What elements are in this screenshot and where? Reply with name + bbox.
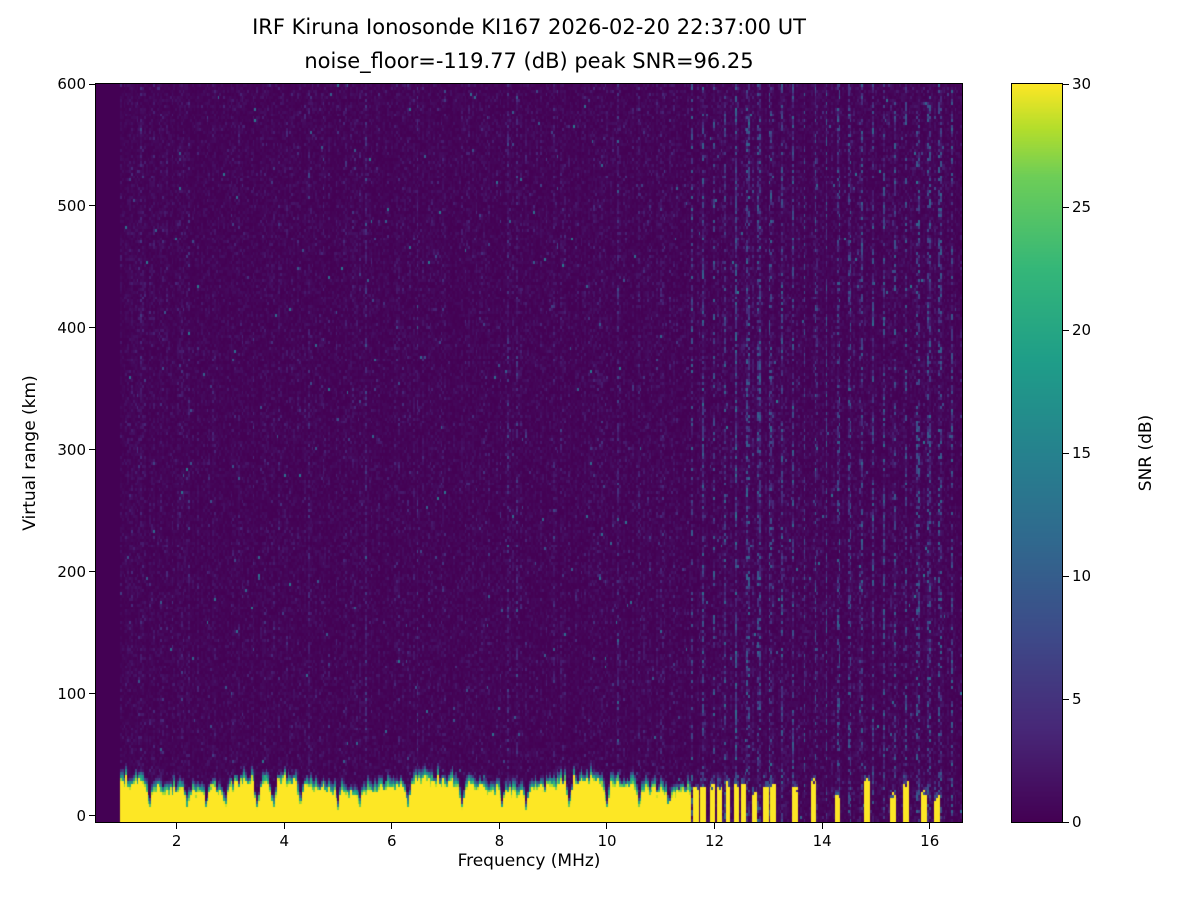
colorbar-tick-mark [1063, 206, 1069, 208]
x-tick-label: 10 [597, 832, 617, 850]
colorbar-tick-label: 10 [1072, 567, 1092, 585]
y-tick-mark [89, 693, 95, 695]
colorbar-tick-mark [1063, 821, 1069, 823]
x-tick-mark [498, 823, 500, 829]
colorbar-tick-label: 15 [1072, 444, 1092, 462]
y-tick-label: 400 [57, 318, 86, 337]
x-tick-label: 8 [494, 832, 505, 850]
colorbar-tick-mark [1063, 452, 1069, 454]
y-tick-mark [89, 83, 95, 85]
y-tick-mark [89, 815, 95, 817]
x-tick-mark [391, 823, 393, 829]
x-axis-label: Frequency (MHz) [457, 851, 601, 871]
colorbar-tick-mark [1063, 698, 1069, 700]
colorbar-tick-label: 30 [1072, 75, 1092, 93]
x-tick-label: 16 [920, 832, 940, 850]
colorbar-tick-mark [1063, 329, 1069, 331]
x-tick-mark [606, 823, 608, 829]
y-tick-label: 300 [57, 440, 86, 459]
y-tick-label: 200 [57, 562, 86, 581]
y-tick-label: 0 [76, 806, 86, 825]
y-tick-label: 100 [57, 684, 86, 703]
chart-title-block: IRF Kiruna Ionosonde KI167 2026-02-20 22… [252, 10, 806, 78]
y-tick-mark [89, 449, 95, 451]
y-tick-label: 500 [57, 196, 86, 215]
colorbar-label: SNR (dB) [1136, 414, 1156, 492]
colorbar-tick-mark [1063, 575, 1069, 577]
y-tick-mark [89, 327, 95, 329]
chart-subtitle: noise_floor=-119.77 (dB) peak SNR=96.25 [304, 49, 754, 73]
colorbar-canvas [1012, 84, 1062, 822]
colorbar-tick-label: 20 [1072, 321, 1092, 339]
x-tick-mark [821, 823, 823, 829]
y-tick-mark [89, 205, 95, 207]
chart-title: IRF Kiruna Ionosonde KI167 2026-02-20 22… [252, 15, 806, 39]
x-tick-mark [929, 823, 931, 829]
plot-area [95, 83, 963, 823]
x-tick-label: 6 [387, 832, 397, 850]
x-tick-label: 2 [171, 832, 182, 850]
colorbar-tick-label: 25 [1072, 198, 1092, 216]
x-tick-mark [283, 823, 285, 829]
x-tick-label: 12 [705, 832, 725, 850]
colorbar [1011, 83, 1063, 823]
y-tick-label: 600 [57, 75, 86, 93]
colorbar-tick-mark [1063, 83, 1069, 85]
x-tick-mark [714, 823, 716, 829]
x-tick-mark [176, 823, 178, 829]
colorbar-tick-label: 5 [1072, 690, 1082, 708]
x-tick-label: 14 [812, 832, 832, 850]
y-tick-mark [89, 571, 95, 573]
heatmap-canvas [96, 84, 962, 822]
colorbar-tick-label: 0 [1072, 813, 1082, 831]
x-tick-label: 4 [279, 832, 290, 850]
